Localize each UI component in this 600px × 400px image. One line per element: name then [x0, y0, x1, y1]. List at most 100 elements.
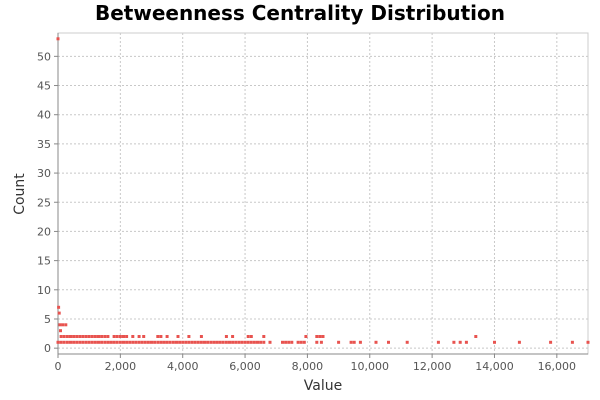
data-point	[436, 340, 440, 344]
data-point	[458, 340, 462, 344]
data-point	[97, 340, 100, 344]
data-point	[190, 340, 194, 344]
data-point	[181, 340, 185, 344]
data-point	[140, 340, 144, 344]
data-point	[256, 340, 259, 344]
data-point	[318, 335, 322, 338]
data-point	[387, 340, 390, 344]
data-point	[162, 340, 166, 344]
data-point	[187, 335, 191, 338]
data-point	[206, 340, 210, 344]
data-point	[78, 335, 82, 338]
data-point	[78, 340, 82, 344]
data-point	[122, 335, 125, 338]
data-point	[64, 323, 68, 327]
data-point	[90, 340, 94, 344]
x-tick-label: 16,000	[538, 360, 577, 373]
data-point	[246, 335, 250, 338]
data-point	[218, 340, 222, 344]
plot-area	[57, 32, 589, 355]
data-point	[224, 340, 228, 344]
data-point	[118, 335, 122, 338]
data-point	[100, 340, 104, 344]
data-point	[243, 340, 247, 344]
data-point	[493, 340, 496, 344]
x-tick-label: 2,000	[105, 360, 137, 373]
y-axis-ticks: 0 5 10 15 20 25 30 35 40 45 50	[37, 50, 58, 355]
y-tick-label: 25	[37, 196, 51, 209]
data-point	[165, 340, 169, 344]
data-point	[137, 340, 141, 344]
data-point	[159, 335, 163, 338]
data-point	[405, 340, 409, 344]
data-point	[212, 340, 216, 344]
data-point	[75, 340, 79, 344]
data-point	[115, 335, 119, 338]
data-point	[59, 335, 63, 338]
data-point	[137, 335, 141, 338]
data-point	[106, 340, 110, 344]
data-point	[374, 340, 378, 344]
data-point	[75, 335, 79, 338]
data-point	[228, 340, 231, 344]
data-point	[315, 335, 319, 338]
data-point	[299, 340, 303, 344]
data-point	[464, 340, 468, 344]
data-point	[517, 340, 521, 344]
data-point	[97, 335, 100, 338]
y-tick-label: 0	[44, 342, 51, 355]
data-point	[93, 335, 97, 338]
data-point	[221, 340, 225, 344]
data-point	[106, 335, 110, 338]
data-point	[156, 340, 160, 344]
y-tick-label: 10	[37, 284, 51, 297]
data-point	[62, 340, 66, 344]
data-point	[237, 340, 241, 344]
data-point	[118, 340, 122, 344]
data-point	[570, 340, 574, 344]
grid-lines	[57, 33, 588, 354]
data-point	[262, 340, 266, 344]
data-point	[153, 340, 157, 344]
data-point	[72, 335, 76, 338]
x-tick-label: 6,000	[229, 360, 261, 373]
data-point	[352, 340, 356, 344]
data-point	[281, 340, 284, 344]
data-point	[349, 340, 353, 344]
y-tick-label: 45	[37, 80, 51, 93]
data-point	[249, 340, 253, 344]
data-point	[57, 311, 61, 315]
data-point	[142, 335, 146, 338]
y-tick-label: 15	[37, 255, 51, 268]
data-point	[549, 340, 553, 344]
data-point	[178, 340, 182, 344]
y-tick-label: 35	[37, 138, 51, 151]
data-point	[146, 340, 150, 344]
data-point	[231, 340, 235, 344]
data-point	[304, 335, 308, 338]
data-point	[57, 305, 61, 309]
data-point	[284, 340, 288, 344]
data-point	[84, 335, 88, 338]
x-tick-label: 14,000	[475, 360, 514, 373]
data-point	[187, 340, 191, 344]
data-point	[56, 340, 60, 344]
data-point	[319, 340, 323, 344]
data-point	[112, 335, 116, 338]
data-point	[125, 340, 129, 344]
data-point	[249, 335, 253, 338]
data-point	[56, 37, 60, 41]
data-point	[59, 329, 62, 333]
data-point	[474, 335, 478, 338]
x-tick-label: 8,000	[292, 360, 324, 373]
y-tick-label: 30	[37, 167, 51, 180]
data-point	[125, 335, 129, 338]
data-point	[199, 340, 203, 344]
data-point	[112, 340, 116, 344]
data-point	[81, 340, 85, 344]
chart-title: Betweenness Centrality Distribution	[95, 1, 505, 25]
x-tick-label: 10,000	[351, 360, 390, 373]
data-point	[143, 340, 147, 344]
data-point	[156, 335, 160, 338]
